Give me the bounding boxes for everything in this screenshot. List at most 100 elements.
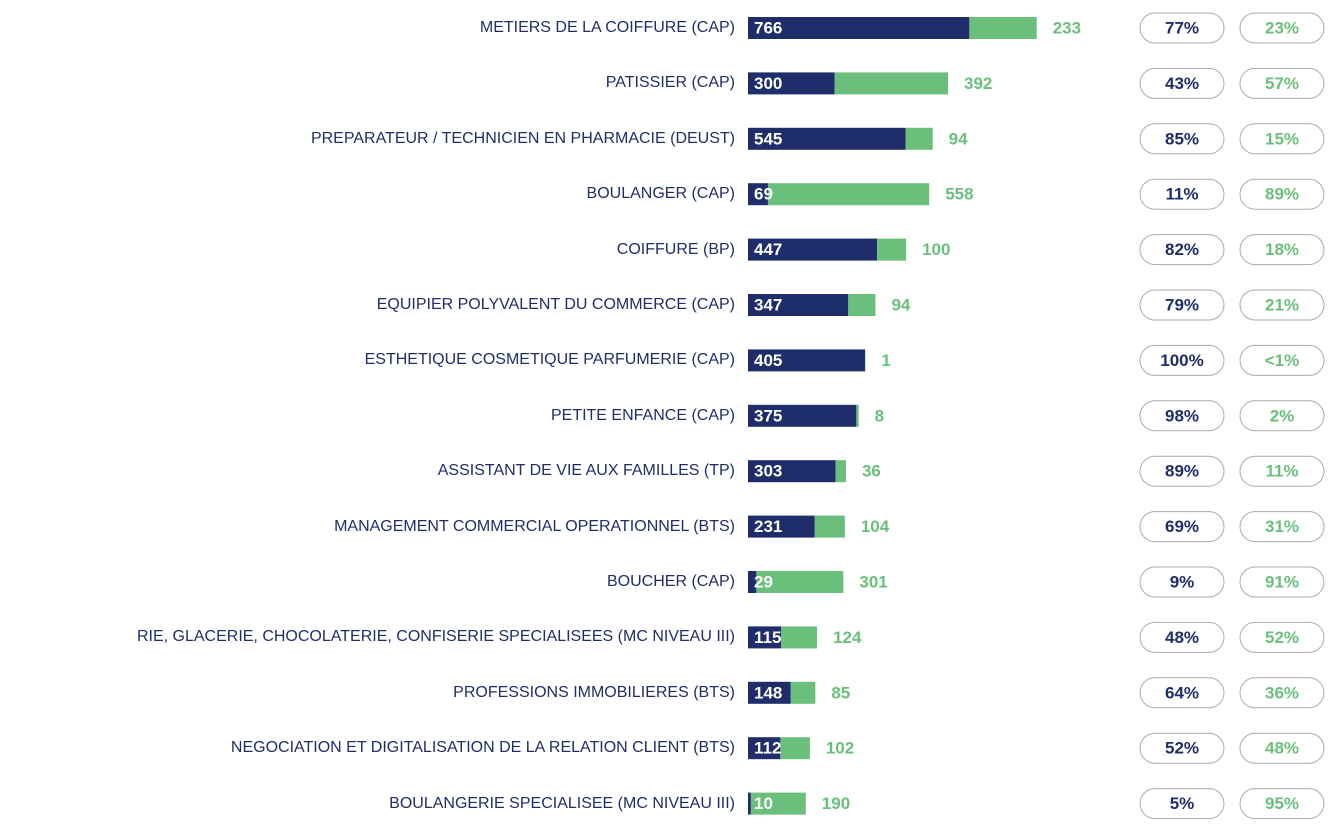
bar-segment <box>748 72 835 95</box>
share-pill <box>1139 511 1225 543</box>
bar-segment <box>814 515 845 538</box>
bar-segment <box>750 792 806 815</box>
bar-segment <box>969 17 1037 39</box>
share-pill <box>1139 400 1225 432</box>
bar-segment <box>748 515 815 538</box>
bar-segment <box>748 294 849 316</box>
share-label: 23% <box>1265 18 1299 37</box>
bar-segment <box>835 460 846 483</box>
bar-segment <box>748 792 751 815</box>
share-pill <box>1139 788 1225 820</box>
bar-segment <box>877 238 907 261</box>
value-label: 29 <box>754 572 773 591</box>
value-label: 301 <box>859 572 887 591</box>
value-label: 231 <box>754 517 782 536</box>
share-pill <box>1239 12 1325 44</box>
value-label: 405 <box>754 351 782 370</box>
share-label: 31% <box>1265 517 1299 536</box>
category-label: BOULANGERIE SPECIALISEE (MC NIVEAU III) <box>389 794 735 812</box>
bar-segment <box>756 571 844 593</box>
share-pill <box>1239 677 1325 709</box>
value-label: 233 <box>1053 18 1081 37</box>
share-pill <box>1139 123 1225 155</box>
share-pill <box>1139 677 1225 709</box>
share-pill <box>1139 12 1225 44</box>
share-pill <box>1239 234 1325 266</box>
value-label: 94 <box>949 129 968 148</box>
share-label: 98% <box>1165 406 1199 425</box>
share-pill <box>1239 400 1325 432</box>
value-label: 10 <box>754 794 773 813</box>
share-pill <box>1139 732 1225 764</box>
value-label: 115 <box>754 628 781 647</box>
share-pill <box>1239 289 1325 321</box>
share-label: 85% <box>1165 129 1199 148</box>
value-label: 392 <box>964 74 992 93</box>
value-label: 104 <box>861 517 890 536</box>
share-label: <1% <box>1265 351 1300 370</box>
value-label: 85 <box>831 683 850 702</box>
category-label: EQUIPIER POLYVALENT DU COMMERCE (CAP) <box>376 296 735 313</box>
category-label: NEGOCIATION ET DIGITALISATION DE LA RELA… <box>230 739 735 757</box>
share-label: 5% <box>1170 794 1195 813</box>
category-label: PATISSIER (CAP) <box>605 74 735 92</box>
bar-segment <box>748 681 791 704</box>
category-label: METIERS DE LA COIFFURE (CAP) <box>479 19 735 36</box>
bar-segment <box>767 183 930 206</box>
share-label: 43% <box>1165 74 1199 93</box>
share-label: 91% <box>1265 572 1299 591</box>
category-label: ASSISTANT DE VIE AUX FAMILLES (TP) <box>437 462 735 480</box>
bar-segment <box>748 17 970 39</box>
category-label: COIFFURE (BP) <box>616 240 735 258</box>
value-label: 303 <box>754 462 782 481</box>
bar-segment <box>748 571 757 593</box>
value-label: 300 <box>754 74 782 93</box>
bar-segment <box>856 404 859 427</box>
value-label: 94 <box>891 295 910 314</box>
share-label: 18% <box>1265 240 1299 259</box>
share-label: 36% <box>1265 683 1299 702</box>
share-pill <box>1139 234 1225 266</box>
share-label: 82% <box>1165 240 1199 259</box>
share-label: 64% <box>1165 683 1199 702</box>
share-pill <box>1239 455 1325 487</box>
bar-segment <box>748 183 768 206</box>
value-label: 447 <box>754 240 782 259</box>
bar-segment <box>790 681 816 704</box>
share-label: 77% <box>1165 18 1199 37</box>
bar-segment <box>748 238 878 261</box>
share-label: 89% <box>1265 185 1299 204</box>
share-label: 9% <box>1170 572 1195 591</box>
share-label: 52% <box>1165 739 1199 758</box>
share-pill <box>1239 123 1325 155</box>
category-label: BOULANGER (CAP) <box>586 185 735 203</box>
bar-segment <box>905 127 933 150</box>
category-label: PROFESSIONS IMMOBILIERES (BTS) <box>453 683 735 701</box>
share-pill <box>1239 178 1325 210</box>
share-pill <box>1239 621 1325 653</box>
category-label: ESTHETIQUE COSMETIQUE PARFUMERIE (CAP) <box>364 351 735 369</box>
share-pill <box>1139 566 1225 598</box>
value-label: 558 <box>945 185 973 204</box>
bar-segment <box>748 404 857 427</box>
bar-segment <box>780 737 810 760</box>
value-label: 1 <box>881 351 890 370</box>
share-pill <box>1139 178 1225 210</box>
share-label: 48% <box>1165 628 1199 647</box>
share-label: 79% <box>1165 295 1199 314</box>
value-label: 375 <box>754 406 782 425</box>
value-label: 545 <box>754 129 782 148</box>
share-label: 57% <box>1265 74 1299 93</box>
share-pill <box>1239 566 1325 598</box>
bar-segment <box>781 626 818 649</box>
share-label: 52% <box>1265 628 1299 647</box>
share-pill <box>1139 289 1225 321</box>
share-pill <box>1239 511 1325 543</box>
share-label: 2% <box>1270 406 1295 425</box>
share-pill <box>1139 67 1225 99</box>
value-label: 8 <box>875 406 884 425</box>
bar-segment <box>834 72 948 95</box>
value-label: 69 <box>754 185 773 204</box>
